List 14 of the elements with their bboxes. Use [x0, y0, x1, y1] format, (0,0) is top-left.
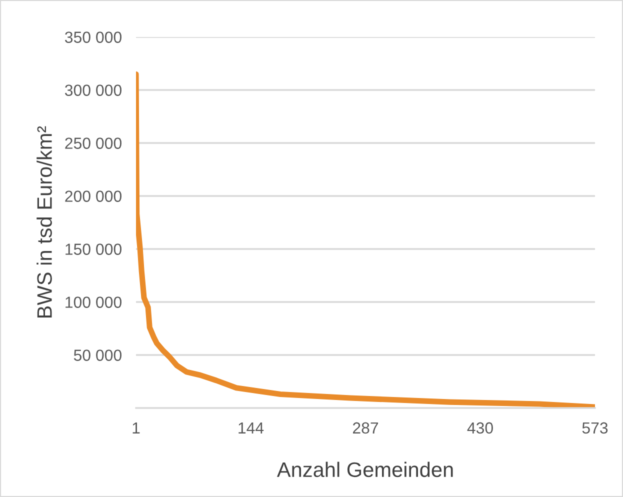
y-tick-label: 350 000 [64, 32, 122, 43]
x-tick-label: 144 [238, 422, 264, 434]
y-tick-label: 50 000 [74, 350, 122, 361]
y-axis-title: BWS in tsd Euro/km² [36, 126, 52, 318]
x-tick-label: 573 [582, 422, 608, 434]
x-tick-label: 1 [132, 422, 140, 434]
y-tick-label: 250 000 [65, 138, 122, 149]
y-tick-label: 200 000 [65, 190, 122, 202]
x-tick-label: 287 [352, 422, 378, 434]
x-axis-title: Anzahl Gemeinden [276, 462, 453, 478]
y-tick-label: 100 000 [66, 296, 122, 308]
y-tick-label: 150 000 [66, 244, 122, 255]
y-tick-label: 300 000 [64, 84, 122, 96]
x-tick-label: 430 [467, 422, 493, 434]
